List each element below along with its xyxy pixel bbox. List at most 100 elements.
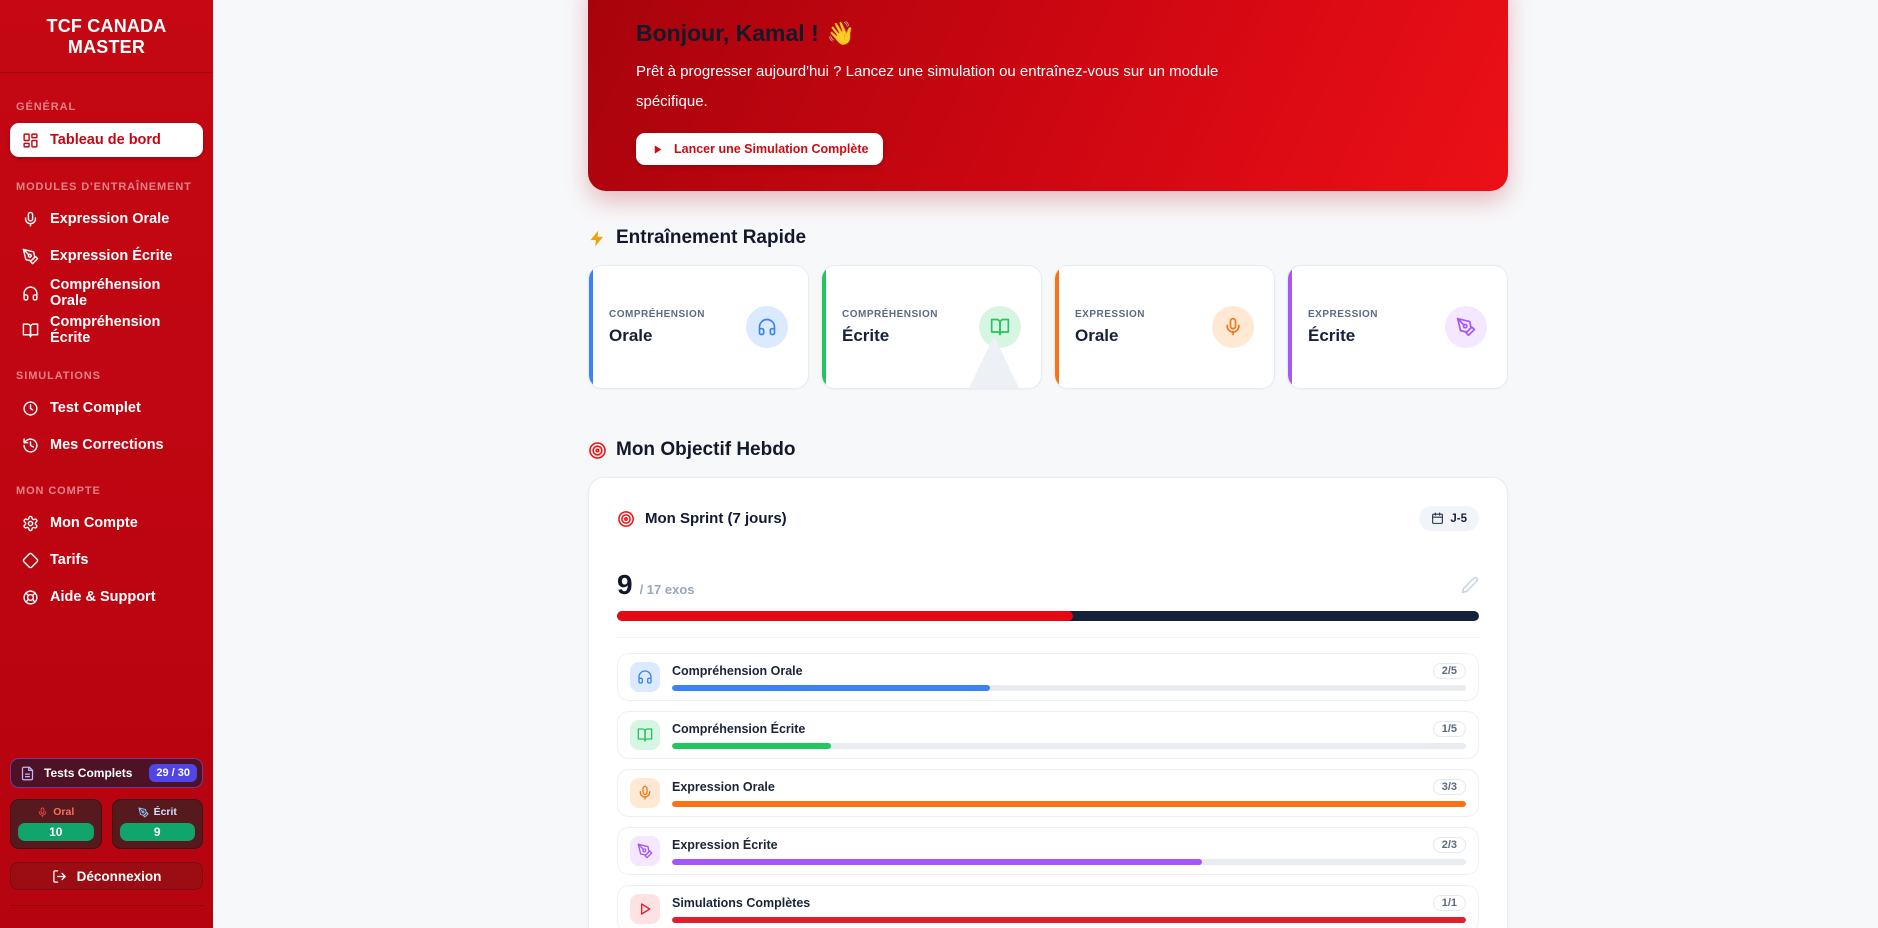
history-icon [22, 437, 39, 454]
sprint-card: Mon Sprint (7 jours) J-5 9 / 17 exos [588, 477, 1508, 928]
document-icon [20, 766, 35, 781]
microphone-icon [37, 807, 48, 818]
weekly-goal-title: Mon Objectif Hebdo [616, 439, 796, 460]
days-left-value: J-5 [1450, 512, 1467, 525]
ecrit-stat-card: Écrit 9 [111, 799, 203, 849]
pen-nib-icon [1456, 317, 1476, 337]
sidebar-item-label: Mon Compte [50, 515, 138, 531]
module-progress-list: Compréhension Orale 2/5 Compréhension Éc… [617, 653, 1479, 928]
ecrit-stat-value: 9 [119, 823, 195, 841]
module-progress-fill [672, 743, 831, 749]
card-category: EXPRESSION [1075, 308, 1146, 320]
logout-label: Déconnexion [76, 868, 162, 884]
module-label: Expression Orale [672, 780, 775, 794]
sidebar-item-label: Aide & Support [50, 589, 156, 605]
microphone-icon [1223, 317, 1243, 337]
sidebar-item-comprehension-ecrite[interactable]: Compréhension Écrite [10, 314, 203, 346]
welcome-banner: Bonjour, Kamal ! 👋 Prêt à progresser auj… [588, 0, 1508, 191]
card-comprehension-orale[interactable]: COMPRÉHENSION Orale [588, 265, 809, 389]
card-category: COMPRÉHENSION [842, 308, 938, 320]
ecrit-stat-label: Écrit [153, 806, 177, 818]
play-icon [651, 143, 664, 156]
card-title: Orale [609, 325, 653, 345]
sprint-progress-fill [617, 611, 1073, 621]
sidebar-item-comprehension-orale[interactable]: Compréhension Orale [10, 277, 203, 309]
sidebar-item-mes-corrections[interactable]: Mes Corrections [10, 429, 203, 461]
module-fraction-badge: 1/1 [1432, 895, 1466, 911]
sprint-title: Mon Sprint (7 jours) [645, 510, 787, 527]
pen-nib-icon [22, 248, 39, 265]
card-expression-orale[interactable]: EXPRESSION Orale [1054, 265, 1275, 389]
total-label: / 17 exos [639, 582, 695, 597]
diamond-icon [22, 552, 39, 569]
sidebar-item-label: Compréhension Écrite [50, 314, 161, 346]
tests-complets-label: Tests Complets [44, 766, 133, 780]
sidebar-item-aide-support[interactable]: Aide & Support [10, 581, 203, 613]
sidebar-item-label: Expression Orale [50, 211, 170, 227]
quick-training-heading: Entraînement Rapide [588, 227, 1508, 249]
progress-row-comprehension-ecrite: Compréhension Écrite 1/5 [617, 711, 1479, 759]
quick-training-title: Entraînement Rapide [616, 227, 807, 248]
module-fraction-badge: 2/3 [1432, 837, 1466, 853]
module-label: Compréhension Écrite [672, 722, 806, 736]
module-fraction-badge: 1/5 [1432, 721, 1466, 737]
card-comprehension-ecrite[interactable]: COMPRÉHENSION Écrite [821, 265, 1042, 389]
play-icon [637, 901, 653, 917]
logout-button[interactable]: Déconnexion [10, 862, 203, 890]
quick-training-cards: COMPRÉHENSION Orale COMPRÉHENSION Écrite [588, 265, 1508, 389]
sidebar-item-label: Tarifs [50, 552, 89, 568]
gear-icon [22, 515, 39, 532]
main-content: Bonjour, Kamal ! 👋 Prêt à progresser auj… [213, 0, 1878, 928]
headphones-icon [22, 285, 39, 302]
sidebar: TCF CANADA MASTER GÉNÉRAL Tableau de bor… [0, 0, 213, 928]
sidebar-item-label: Mes Corrections [50, 437, 164, 453]
module-progress-fill [672, 801, 1466, 807]
module-progress-fill [672, 685, 990, 691]
open-book-icon [637, 727, 653, 743]
module-progress-fill [672, 859, 1202, 865]
edit-goal-button[interactable] [1461, 576, 1479, 599]
app-title: TCF CANADA MASTER [46, 16, 167, 57]
decorative-notch [969, 336, 1019, 388]
start-simulation-button[interactable]: Lancer une Simulation Complète [636, 133, 884, 165]
card-title: Écrite [1308, 325, 1356, 345]
progress-row-expression-orale: Expression Orale 3/3 [617, 769, 1479, 817]
sidebar-item-tarifs[interactable]: Tarifs [10, 544, 203, 576]
oral-stat-label: Oral [53, 806, 75, 818]
module-label: Expression Écrite [672, 838, 778, 852]
weekly-goal-heading: Mon Objectif Hebdo [588, 439, 1508, 461]
sidebar-item-mon-compte[interactable]: Mon Compte [10, 507, 203, 539]
target-icon [588, 441, 607, 460]
module-label: Compréhension Orale [672, 664, 803, 678]
sidebar-item-label: Tableau de bord [50, 132, 161, 148]
pencil-icon [1461, 576, 1479, 594]
clock-icon [22, 400, 39, 417]
nav-section-modules: MODULES D'ENTRAÎNEMENT [16, 181, 192, 193]
card-expression-ecrite[interactable]: EXPRESSION Écrite [1287, 265, 1508, 389]
sidebar-item-expression-orale[interactable]: Expression Orale [10, 203, 203, 235]
target-icon [617, 510, 635, 528]
microphone-icon [637, 785, 653, 801]
oral-stat-value: 10 [18, 823, 94, 841]
module-progress-fill [672, 917, 1466, 923]
divider [10, 905, 203, 928]
sidebar-item-label: Test Complet [50, 400, 141, 416]
sidebar-item-test-complet[interactable]: Test Complet [10, 392, 203, 424]
sidebar-item-expression-ecrite[interactable]: Expression Écrite [10, 240, 203, 272]
nav-section-simulations: SIMULATIONS [16, 370, 101, 382]
progress-row-comprehension-orale: Compréhension Orale 2/5 [617, 653, 1479, 701]
welcome-subtitle: Prêt à progresser aujourd'hui ? Lancez u… [636, 63, 1219, 110]
microphone-icon [22, 211, 39, 228]
calendar-icon [1431, 512, 1444, 525]
headphones-icon [757, 317, 777, 337]
divider [0, 72, 213, 73]
sprint-progress-track [617, 611, 1479, 621]
card-category: COMPRÉHENSION [609, 308, 705, 320]
open-book-icon [22, 322, 39, 339]
divider [617, 637, 1479, 638]
module-label: Simulations Complètes [672, 896, 811, 910]
logout-icon [52, 869, 67, 884]
module-fraction-badge: 2/5 [1432, 663, 1466, 679]
sidebar-item-tableau-de-bord[interactable]: Tableau de bord [10, 123, 203, 157]
